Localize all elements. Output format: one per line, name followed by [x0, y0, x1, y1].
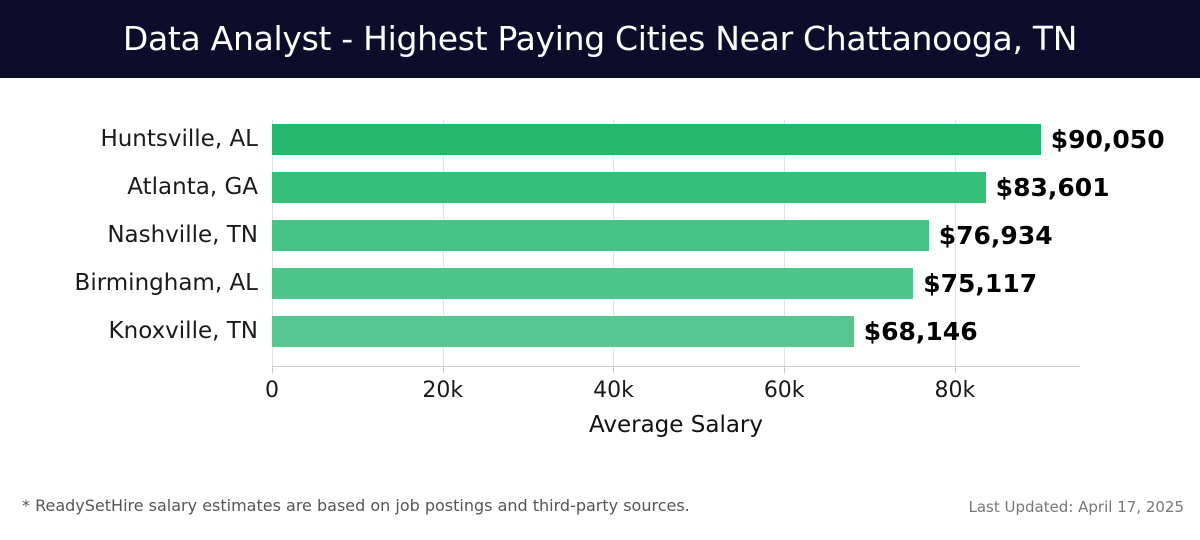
category-label: Nashville, TN: [107, 222, 258, 248]
bar[interactable]: [272, 220, 929, 251]
gridline: [954, 120, 956, 366]
bar-value-label: $90,050: [1050, 125, 1165, 154]
bar-value-label: $68,146: [863, 317, 978, 346]
last-updated-text: Last Updated: April 17, 2025: [968, 498, 1184, 516]
x-tick-label: 80k: [934, 378, 976, 403]
page-title: Data Analyst - Highest Paying Cities Nea…: [122, 19, 1078, 58]
bar[interactable]: [272, 268, 914, 299]
x-tick-label: 40k: [593, 378, 634, 403]
chart-row: Knoxville, TN $68,146: [0, 307, 1200, 355]
x-axis-label: Average Salary: [588, 412, 763, 438]
chart-row: Atlanta, GA $83,601: [0, 163, 1200, 211]
bar[interactable]: [272, 124, 1041, 155]
x-axis-line: [272, 366, 1080, 367]
x-tick-mark: [442, 366, 444, 373]
bar-value-label: $75,117: [923, 269, 1038, 298]
chart-footer: * ReadySetHire salary estimates are base…: [0, 460, 1200, 540]
x-tick-label: 0: [265, 378, 279, 403]
category-label: Knoxville, TN: [108, 318, 258, 344]
category-label: Huntsville, AL: [100, 126, 258, 152]
bar[interactable]: [272, 172, 986, 203]
x-tick-label: 20k: [422, 378, 464, 403]
chart-row: Birmingham, AL $75,117: [0, 259, 1200, 307]
footnote-text: * ReadySetHire salary estimates are base…: [22, 496, 690, 515]
bar-value-label: $76,934: [938, 221, 1053, 250]
x-tick-mark: [613, 366, 615, 373]
chart-header-banner: Data Analyst - Highest Paying Cities Nea…: [0, 0, 1200, 78]
category-label: Atlanta, GA: [127, 174, 258, 200]
bar[interactable]: [272, 316, 854, 347]
x-tick-mark: [272, 366, 273, 373]
chart-row: Nashville, TN $76,934: [0, 211, 1200, 259]
chart-row: Huntsville, AL $90,050: [0, 115, 1200, 163]
category-label: Birmingham, AL: [74, 270, 258, 296]
x-tick-label: 60k: [763, 378, 805, 403]
x-tick-mark: [954, 366, 956, 373]
bar-value-label: $83,601: [995, 173, 1110, 202]
bar-chart: Huntsville, AL $90,050 Atlanta, GA $83,601 N…: [0, 78, 1200, 460]
x-tick-mark: [784, 366, 786, 373]
